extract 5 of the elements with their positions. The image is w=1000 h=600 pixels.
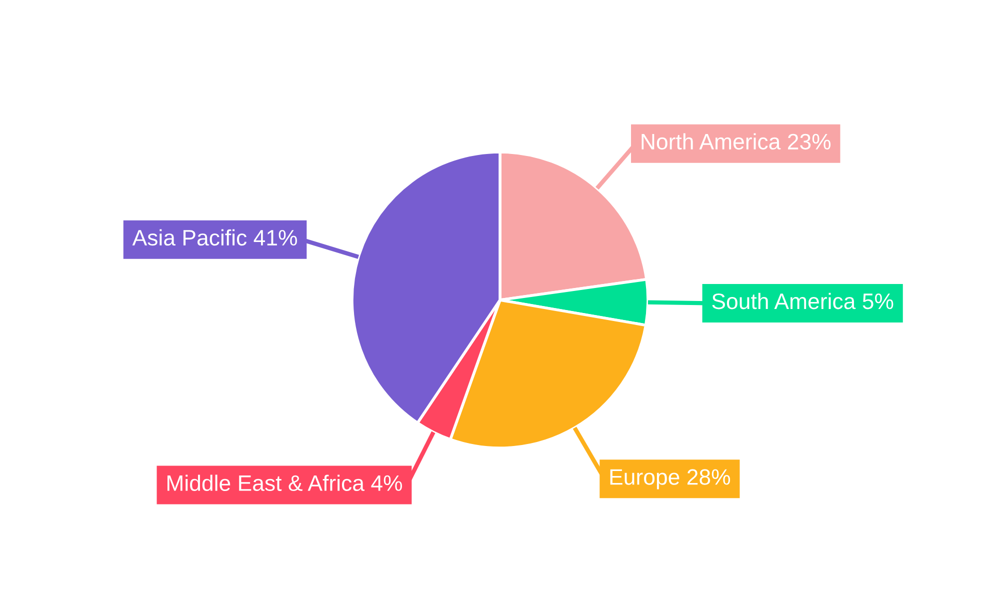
slice-label: North America 23% bbox=[642, 133, 831, 150]
slice-label: Middle East & Africa 4% bbox=[167, 474, 402, 492]
slice-label: Europe 28% bbox=[610, 469, 730, 490]
slice-label: Asia Pacific 41% bbox=[132, 229, 297, 246]
slice-label: South America 5% bbox=[712, 292, 894, 310]
